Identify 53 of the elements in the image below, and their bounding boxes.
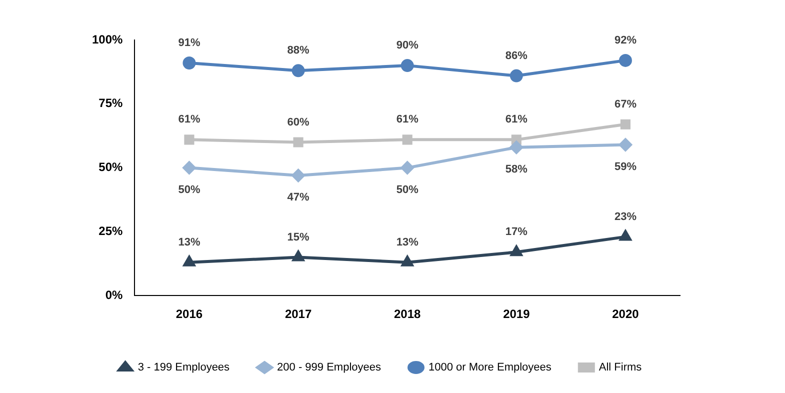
x-tick-label: 2018 — [394, 307, 422, 322]
x-tick-label: 2016 — [176, 307, 203, 322]
data-label: 47% — [287, 192, 310, 204]
data-label: 61% — [178, 114, 200, 126]
data-label: 86% — [505, 50, 528, 62]
point — [400, 59, 414, 72]
point — [184, 134, 194, 145]
data-label: 59% — [614, 160, 637, 173]
point — [618, 54, 632, 67]
point — [620, 119, 631, 130]
legend-label: 1000 or More Employees — [428, 362, 552, 374]
y-tick-label: 50% — [98, 160, 124, 174]
point — [402, 256, 414, 266]
y-tick-label: 25% — [98, 224, 124, 238]
data-label: 15% — [287, 231, 310, 244]
data-label: 13% — [178, 236, 200, 248]
data-label: 17% — [505, 226, 528, 238]
point — [292, 168, 305, 182]
point — [620, 230, 632, 241]
data-label: 60% — [287, 116, 310, 128]
legend-label: All Firms — [598, 362, 642, 374]
x-tick-label: 2019 — [503, 307, 530, 322]
data-label: 13% — [396, 236, 419, 248]
data-label: 88% — [287, 44, 310, 57]
data-label: 61% — [396, 114, 419, 126]
point — [293, 137, 304, 148]
point — [183, 256, 196, 266]
point — [510, 140, 523, 154]
data-label: 61% — [505, 114, 528, 126]
x-tick-label: 2017 — [284, 307, 312, 322]
data-label: 90% — [396, 40, 419, 52]
data-label: 50% — [178, 184, 200, 196]
point — [182, 56, 196, 70]
data-label: 50% — [396, 184, 419, 196]
point — [510, 69, 523, 82]
legend-label: 3 - 199 Employees — [138, 362, 230, 374]
x-tick-label: 2020 — [612, 307, 640, 322]
point — [400, 161, 414, 174]
data-label: 58% — [505, 163, 528, 176]
point — [510, 246, 522, 256]
y-tick-label: 100% — [92, 32, 124, 46]
point — [292, 64, 305, 78]
data-label: 91% — [178, 37, 200, 50]
point — [402, 134, 412, 145]
point — [292, 250, 304, 262]
data-label: 67% — [614, 98, 637, 110]
point — [618, 138, 632, 152]
y-tick-label: 75% — [98, 96, 124, 110]
point — [182, 161, 196, 174]
data-label: 23% — [614, 210, 637, 223]
legend-label: 200 - 999 Employees — [277, 362, 382, 374]
data-label: 92% — [614, 34, 637, 46]
y-tick-label: 0% — [105, 288, 124, 302]
